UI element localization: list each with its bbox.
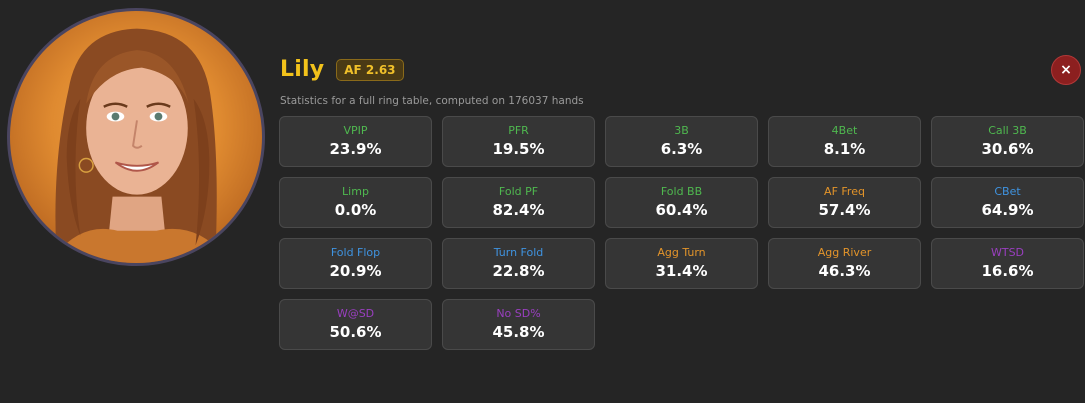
stat-label: No SD%: [496, 307, 541, 320]
stat-label: VPIP: [343, 124, 368, 137]
stat-value: 0.0%: [334, 201, 377, 219]
stat-label: 4Bet: [831, 124, 858, 137]
stat-label: Call 3B: [988, 124, 1027, 137]
stat-value: 64.9%: [981, 201, 1034, 219]
stat-label: Agg Turn: [657, 246, 706, 259]
stat-label: Turn Fold: [493, 246, 544, 259]
stat-card-wtsd: WTSD 16.6%: [931, 238, 1084, 289]
stat-label: CBet: [994, 185, 1021, 198]
stat-card-limp: Limp 0.0%: [279, 177, 432, 228]
player-avatar: [7, 8, 265, 266]
stat-value: 57.4%: [818, 201, 871, 219]
avatar-portrait: [49, 28, 230, 263]
stat-value: 46.3%: [818, 262, 871, 280]
close-button[interactable]: ×: [1051, 55, 1081, 85]
stat-label: Fold PF: [498, 185, 539, 198]
stat-card-4bet: 4Bet 8.1%: [768, 116, 921, 167]
stat-card-fold-pf: Fold PF 82.4%: [442, 177, 595, 228]
stat-value: 82.4%: [492, 201, 545, 219]
stat-label: Fold BB: [660, 185, 703, 198]
stats-subtitle: Statistics for a full ring table, comput…: [280, 95, 584, 107]
stat-value: 50.6%: [329, 323, 382, 341]
stat-label: AF Freq: [824, 185, 865, 198]
af-badge: AF 2.63: [336, 58, 404, 81]
stat-label: WTSD: [990, 246, 1025, 259]
stat-label: Fold Flop: [330, 246, 381, 259]
stat-card-turn-fold: Turn Fold 22.8%: [442, 238, 595, 289]
stat-card-af-freq: AF Freq 57.4%: [768, 177, 921, 228]
stat-value: 20.9%: [329, 262, 382, 280]
stat-card-fold-flop: Fold Flop 20.9%: [279, 238, 432, 289]
close-icon: ×: [1060, 62, 1072, 78]
stat-label: W@SD: [336, 307, 375, 320]
stat-value: 60.4%: [655, 201, 708, 219]
stat-label: Agg River: [817, 246, 872, 259]
stat-card-w-at-sd: W@SD 50.6%: [279, 299, 432, 350]
stats-grid: VPIP 23.9% PFR 19.5% 3B 6.3% 4Bet 8.1% Call …: [279, 116, 1084, 350]
stat-card-call-3b: Call 3B 30.6%: [931, 116, 1084, 167]
stat-label: 3B: [674, 124, 689, 137]
stat-label: Limp: [342, 185, 369, 198]
stat-card-cbet: CBet 64.9%: [931, 177, 1084, 228]
stat-card-vpip: VPIP 23.9%: [279, 116, 432, 167]
player-name: Lily: [280, 57, 325, 82]
stat-value: 23.9%: [329, 140, 382, 158]
stat-value: 31.4%: [655, 262, 708, 280]
stat-card-no-sd: No SD% 45.8%: [442, 299, 595, 350]
stat-value: 6.3%: [660, 140, 703, 158]
player-header: Lily AF 2.63: [280, 57, 404, 82]
stat-card-agg-turn: Agg Turn 31.4%: [605, 238, 758, 289]
stat-value: 19.5%: [492, 140, 545, 158]
stat-card-pfr: PFR 19.5%: [442, 116, 595, 167]
stat-label: PFR: [508, 124, 529, 137]
stat-card-3b: 3B 6.3%: [605, 116, 758, 167]
stat-value: 45.8%: [492, 323, 545, 341]
stat-card-fold-bb: Fold BB 60.4%: [605, 177, 758, 228]
stat-value: 8.1%: [823, 140, 866, 158]
stat-value: 30.6%: [981, 140, 1034, 158]
stat-value: 22.8%: [492, 262, 545, 280]
stat-card-agg-river: Agg River 46.3%: [768, 238, 921, 289]
stat-value: 16.6%: [981, 262, 1034, 280]
